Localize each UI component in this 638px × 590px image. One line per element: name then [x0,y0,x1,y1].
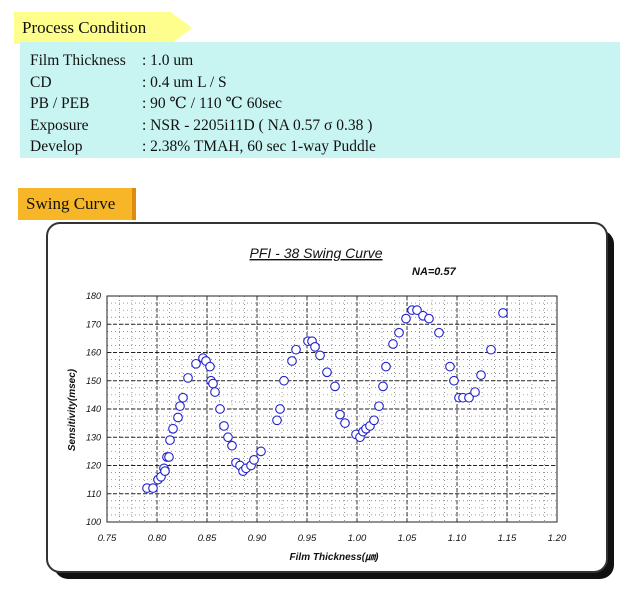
data-point [424,313,434,324]
data-point [208,378,218,389]
data-point [470,387,480,397]
data-point [249,455,259,465]
data-point [279,375,289,386]
condition-value: : NSR - 2205i11D ( NA 0.57 σ 0.38 ) [142,116,373,134]
data-point [210,387,220,397]
data-point [215,404,225,414]
condition-label: Develop [30,138,83,155]
y-tick-label: 170 [86,319,101,329]
y-tick-label: 140 [86,404,101,414]
data-point [291,344,301,355]
data-point [223,432,233,443]
data-point [315,350,325,361]
condition-label: Film Thickness [30,52,126,69]
condition-label: PB / PEB [30,95,90,112]
data-point [401,313,411,324]
data-point [412,305,422,315]
data-point [219,421,229,431]
data-point [476,370,486,380]
data-point [434,327,444,338]
data-point [173,412,183,423]
data-point [322,367,332,378]
plot-area [106,295,558,523]
condition-label: Exposure [30,116,89,134]
data-point [335,409,345,420]
data-point [165,435,175,445]
process-condition-tag: Process Condition [14,12,192,44]
condition-row-develop: Develop : 2.38% TMAH, 60 sec 1-way Puddle [30,136,620,158]
condition-row-pb-peb: PB / PEB : 90 ℃ / 110 ℃ 60sec [30,93,620,115]
data-point [310,342,320,352]
data-point [330,381,340,392]
process-condition-box: Film Thickness: 1.0 um CD: 0.4 um L / S … [20,42,620,158]
x-tick-label: 0.90 [248,533,267,544]
y-tick-label: 110 [87,489,101,499]
data-point [486,344,496,355]
data-point [369,415,379,426]
data-point [256,446,266,457]
data-point [175,401,185,412]
y-axis-label: Sensitivity(msec) [67,368,78,451]
y-tick-label: 180 [86,291,101,301]
data-point [272,415,282,426]
y-tick-labels: 100 110 120 130 140 150 160 170 180 [86,291,101,527]
swing-curve-tag: Swing Curve [18,188,136,220]
data-point [464,392,474,403]
data-point [287,356,297,366]
data-point [374,401,384,412]
data-point [445,361,455,372]
condition-row-film-thickness: Film Thickness : 1.0 um [30,50,620,72]
x-tick-label: 1.10 [448,533,467,544]
data-point [191,358,201,369]
x-tick-label: 1.20 [548,533,567,544]
data-series [142,305,508,493]
data-point [394,327,404,338]
data-point [388,339,398,349]
data-point [205,361,215,372]
x-tick-label: 0.75 [98,533,117,544]
condition-row-cd: CD : 0.4 um L / S [30,72,620,94]
data-point [168,423,178,434]
y-tick-label: 120 [86,461,101,471]
x-axis-label: Film Thickness(㎛) [290,552,380,563]
condition-value: : 0.4 um L / S [142,73,227,91]
x-tick-label: 0.85 [198,533,217,544]
data-point [160,466,170,477]
x-tick-labels: 0.75 0.80 0.85 0.90 0.95 1.00 1.05 1.10 1.15 1.20 [98,533,567,544]
x-tick-label: 0.80 [148,533,167,544]
data-point [227,440,237,451]
data-point [498,308,508,318]
x-tick-label: 1.05 [398,533,417,544]
y-tick-label: 160 [86,348,101,358]
x-tick-label: 0.95 [298,533,317,544]
data-point [340,418,350,428]
data-point [378,381,388,392]
condition-row-exposure: Exposure : NSR - 2205i11D ( NA 0.57 σ 0.3… [30,115,620,137]
chart-annotation: NA=0.57 [412,266,457,278]
x-tick-label: 1.00 [348,533,367,544]
y-tick-label: 150 [86,376,101,386]
data-point [183,373,193,383]
data-point [178,392,188,403]
y-tick-label: 100 [86,517,101,527]
chart-panel [46,222,608,573]
data-point [164,452,174,462]
data-point [148,483,158,493]
condition-value: : 90 ℃ / 110 ℃ 60sec [142,95,283,112]
y-tick-label: 130 [86,432,101,442]
data-point [275,404,285,414]
x-tick-label: 1.15 [498,533,517,544]
data-point [449,375,459,386]
chart-grid [106,295,558,523]
condition-label: CD [30,73,52,91]
chart-title: PFI - 38 Swing Curve [249,245,382,261]
data-point [381,361,391,372]
condition-value: : 1.0 um [142,52,194,69]
condition-value: : 2.38% TMAH, 60 sec 1-way Puddle [142,138,376,155]
